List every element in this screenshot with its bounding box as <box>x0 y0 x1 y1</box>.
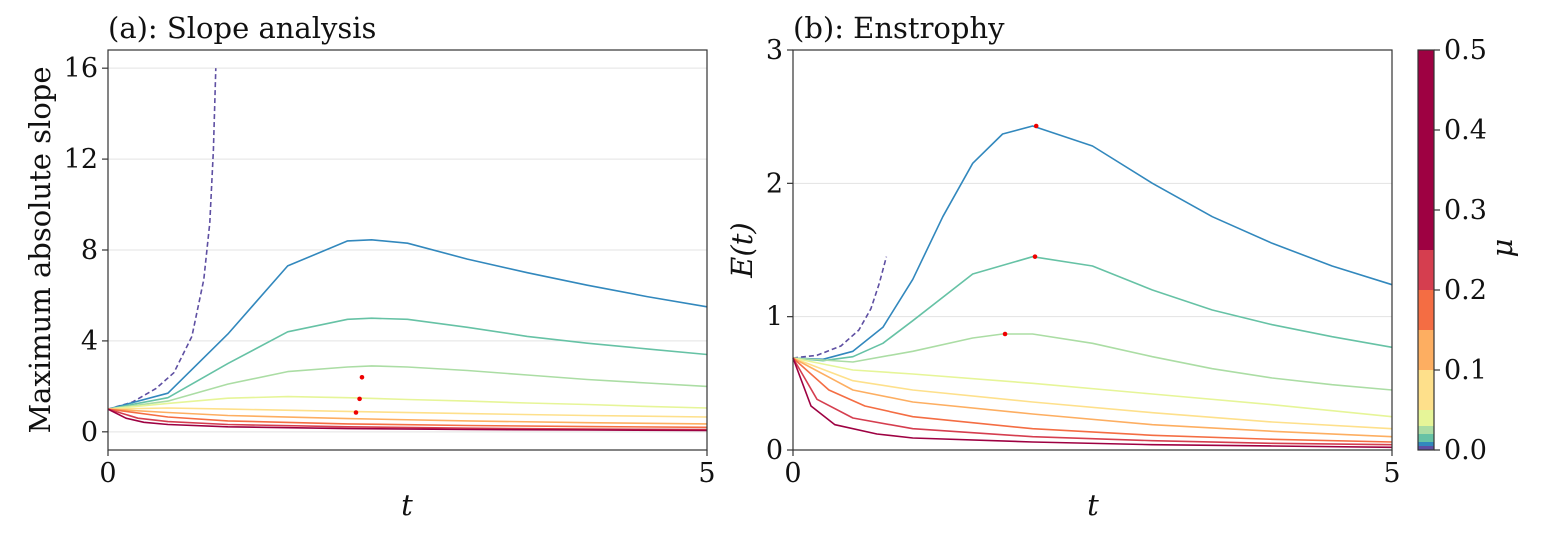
colorbar-segment <box>1418 370 1434 410</box>
panel-b-ytick-label: 0 <box>766 435 783 466</box>
panel-b-peak-marker <box>1032 254 1038 259</box>
panel-a-title: (a): Slope analysis <box>108 11 376 45</box>
panel-b-series-line-6 <box>792 357 1393 438</box>
colorbar-segment <box>1418 290 1434 330</box>
colorbar-tick-label: 0.3 <box>1444 195 1487 226</box>
panel-b-series-line-4 <box>792 357 1393 418</box>
colorbar-segment <box>1418 442 1434 446</box>
panel-b-series-line-3 <box>792 333 1393 391</box>
colorbar-segment <box>1418 250 1434 290</box>
panel-a-ytick-label: 16 <box>64 53 98 84</box>
panel-b-series-line-9 <box>792 357 1393 449</box>
panel-a-series-line-3 <box>107 365 708 410</box>
panel-b-ytick-label: 2 <box>766 168 783 199</box>
panel-a-series-line-6 <box>107 408 708 425</box>
panel-a-series-line-2 <box>107 317 708 410</box>
panel-b-peak-marker <box>1033 123 1039 129</box>
panel-b-enstrophy: (b): Enstrophy t E(t) 0 1 2 3 0 5 <box>725 11 1401 522</box>
panel-a-peak-marker <box>353 410 359 415</box>
colorbar-tick-label: 0.5 <box>1444 35 1487 66</box>
panel-a-series-line-0 <box>107 68 217 410</box>
panel-a-series-line-5 <box>107 407 708 418</box>
colorbar-segment <box>1418 410 1434 426</box>
panel-b-series-line-1 <box>792 125 1393 361</box>
panel-a-peak-marker <box>359 374 365 380</box>
colorbar-tick-label: 0.2 <box>1444 275 1487 306</box>
panel-b-series-line-7 <box>792 357 1393 443</box>
panel-b-ytick-label: 3 <box>766 35 783 66</box>
panel-a-series-line-9 <box>107 408 708 432</box>
panel-b-ytick-label: 1 <box>766 302 783 333</box>
panel-a-slope-analysis: (a): Slope analysis t Maximum absolute s… <box>23 11 716 522</box>
panel-b-xlabel: t <box>1087 488 1099 522</box>
panel-a-series-line-8 <box>107 408 708 431</box>
panel-a-series-line-7 <box>107 408 708 429</box>
panel-a-xtick-label: 5 <box>698 458 715 489</box>
colorbar-label: μ <box>1485 239 1519 258</box>
colorbar-tick-label: 0.1 <box>1444 355 1487 386</box>
panel-a-series-line-4 <box>107 395 708 410</box>
panel-a-ytick-label: 4 <box>81 326 98 357</box>
panel-a-xlabel: t <box>401 488 413 522</box>
colorbar-segment <box>1418 50 1434 250</box>
colorbar-frame <box>1417 49 1435 451</box>
colorbar: μ 0.0 0.1 0.2 0.3 0.4 0.5 <box>1417 35 1519 466</box>
panel-b-xtick-label: 0 <box>784 458 801 489</box>
panel-b-title: (b): Enstrophy <box>793 11 1005 45</box>
colorbar-segment <box>1418 330 1434 370</box>
panel-b-xtick-label: 5 <box>1383 458 1400 489</box>
colorbar-tick-label: 0.4 <box>1444 115 1487 146</box>
panel-a-series-line-1 <box>107 239 708 410</box>
panel-b-series-line-2 <box>792 255 1393 362</box>
panel-a-ytick-label: 8 <box>81 235 98 266</box>
colorbar-segment <box>1418 426 1434 434</box>
panel-a-xtick-label: 0 <box>99 458 116 489</box>
panel-b-ylabel: E(t) <box>725 222 759 278</box>
colorbar-tick-label: 0.0 <box>1444 435 1487 466</box>
panel-a-ylabel: Maximum absolute slope <box>23 66 57 433</box>
colorbar-segment <box>1418 434 1434 442</box>
panel-b-peak-marker <box>1002 331 1008 337</box>
panel-b-series-line-5 <box>792 357 1393 430</box>
colorbar-segment <box>1418 446 1434 450</box>
panel-b-series-line-8 <box>792 357 1393 446</box>
panel-b-series-line-0 <box>792 256 888 359</box>
panel-a-ytick-label: 12 <box>64 144 98 175</box>
panel-a-ytick-label: 0 <box>81 417 98 448</box>
panel-b-axes-frame <box>792 49 1393 451</box>
panel-a-peak-marker <box>357 396 362 402</box>
